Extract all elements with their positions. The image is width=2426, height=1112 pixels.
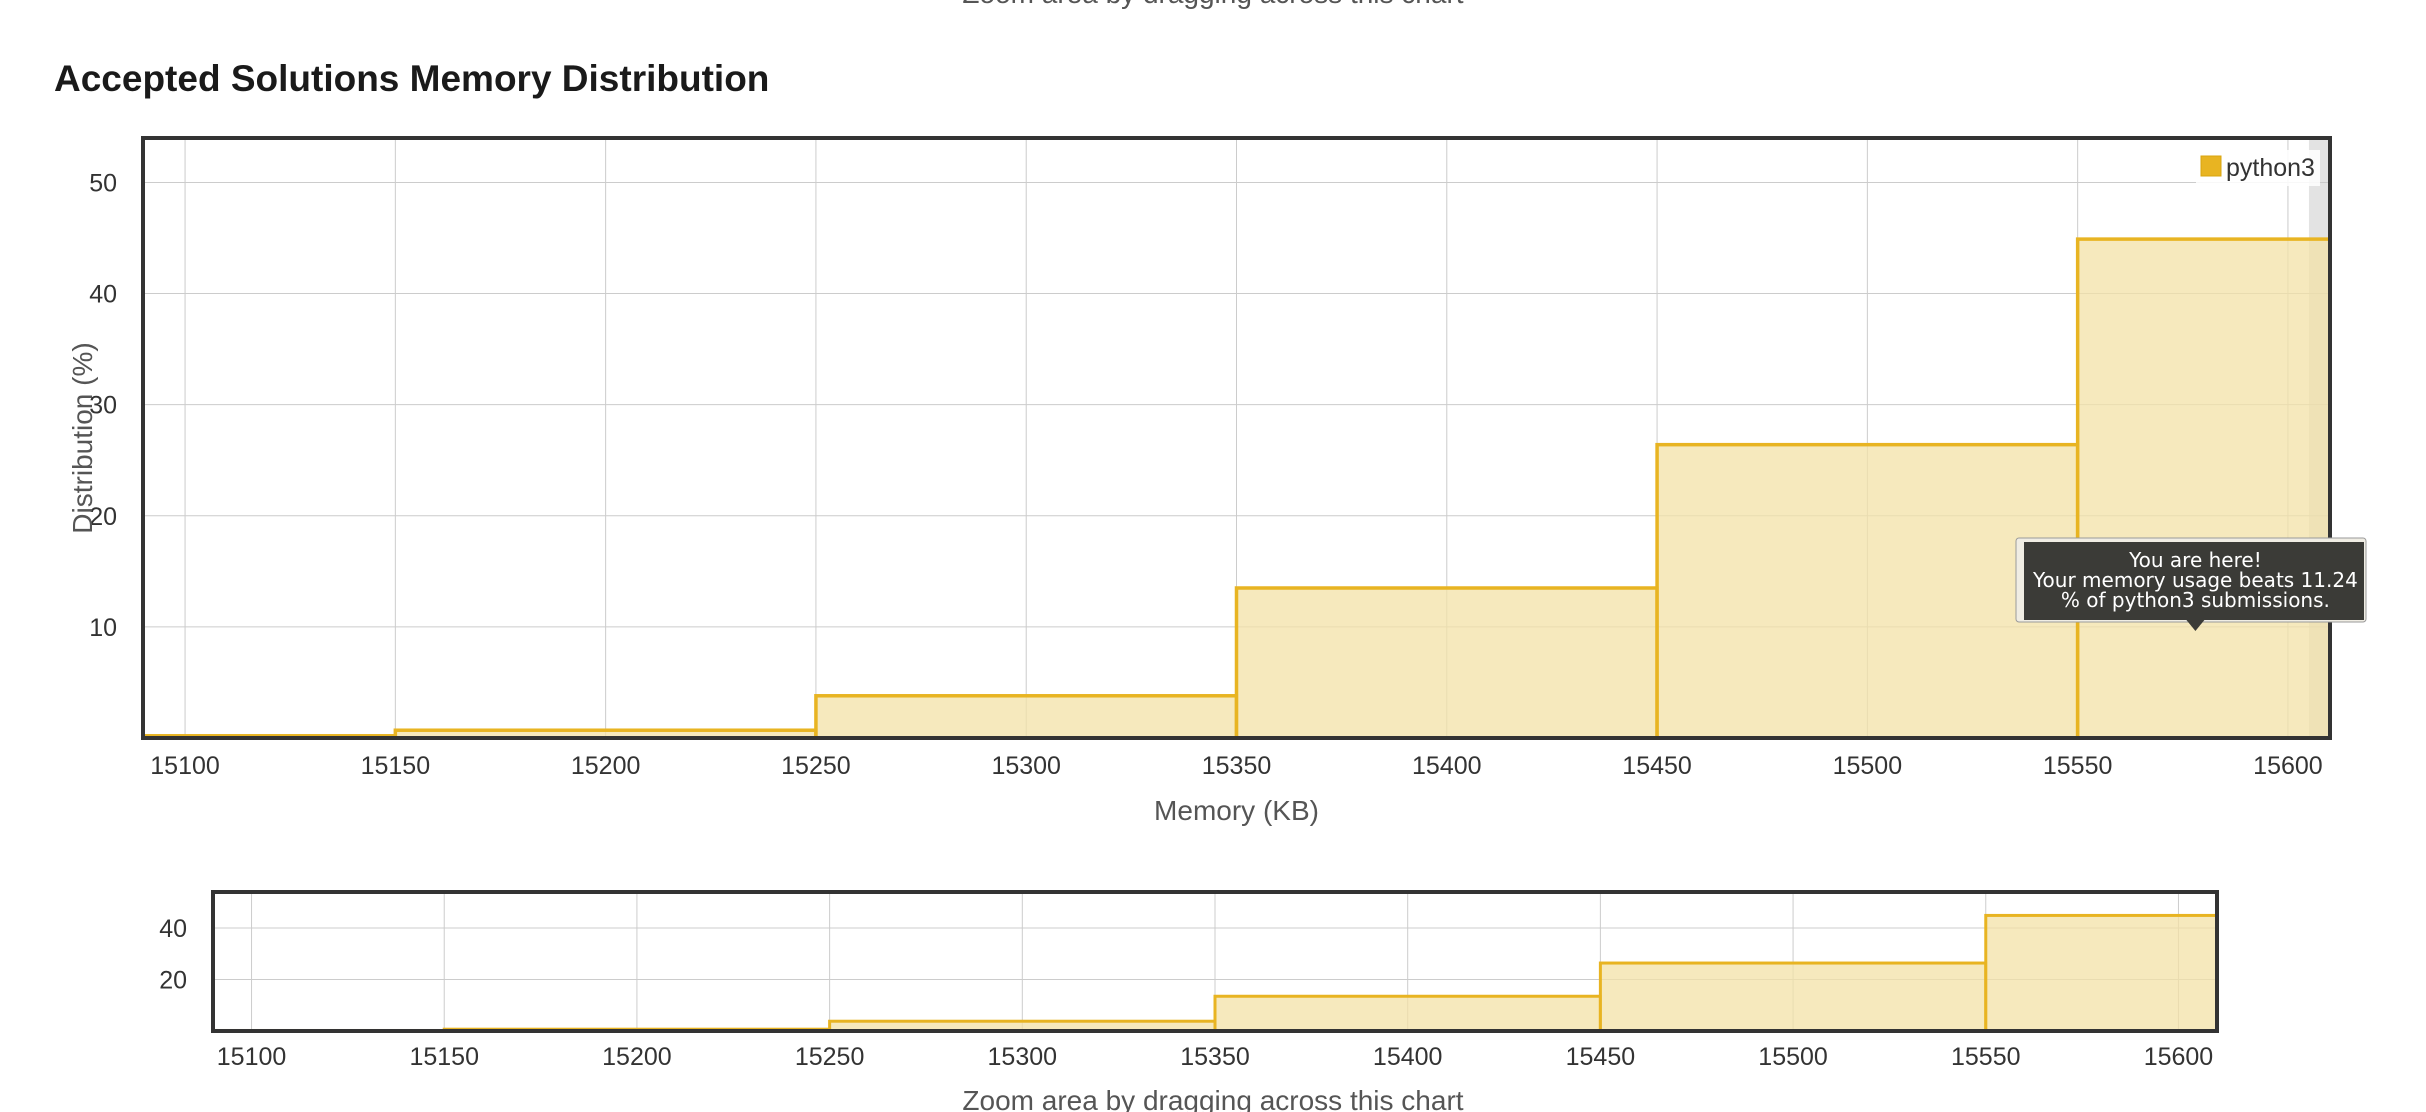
chart-title: Accepted Solutions Memory Distribution	[54, 58, 770, 99]
main-bar	[2075, 237, 2332, 740]
navigator-x-tick-label: 15300	[988, 1043, 1058, 1071]
main-y-tick-label: 30	[89, 392, 117, 420]
main-y-tick-label: 20	[89, 503, 117, 531]
main-bar	[1655, 442, 2080, 740]
main-x-tick-label: 15450	[1622, 752, 1692, 780]
main-x-tick-label: 15300	[991, 752, 1061, 780]
navigator-x-tick-label: 15500	[1758, 1043, 1828, 1071]
navigator-bar	[1598, 961, 1988, 1033]
navigator-x-tick-label: 15550	[1951, 1043, 2021, 1071]
y-axis-title: Distribution (%)	[67, 342, 98, 533]
legend-swatch	[2200, 155, 2222, 177]
navigator-bar	[1213, 994, 1602, 1033]
tooltip-background	[2024, 542, 2364, 620]
navigator-zoom-caption: Zoom area by dragging across this chart	[962, 1085, 1463, 1112]
navigator-x-tick-label: 15400	[1373, 1043, 1443, 1071]
main-y-tick-label: 50	[89, 169, 117, 197]
navigator-x-tick-label: 15450	[1566, 1043, 1636, 1071]
navigator-x-tick-label: 15150	[409, 1043, 479, 1071]
main-bar	[1234, 586, 1659, 740]
main-x-tick-label: 15100	[150, 752, 220, 780]
navigator-bar	[1984, 913, 2219, 1033]
navigator-x-tick-label: 15100	[217, 1043, 287, 1071]
tooltip-pointer	[2186, 620, 2205, 631]
main-bar	[814, 694, 1239, 740]
you-are-here-tooltip: You are here!Your memory usage beats 11.…	[2015, 537, 2367, 631]
main-x-tick-label: 15350	[1202, 752, 1272, 780]
main-x-tick-label: 15400	[1412, 752, 1482, 780]
navigator-x-tick-label: 15350	[1180, 1043, 1250, 1071]
main-x-tick-label: 15150	[361, 752, 431, 780]
main-x-tick-label: 15550	[2043, 752, 2113, 780]
navigator-plot-frame	[211, 890, 2219, 1033]
main-x-tick-label: 15600	[2253, 752, 2323, 780]
legend: python3	[2196, 150, 2320, 186]
top-zoom-caption: Zoom area by dragging across this chart	[0, 0, 2426, 10]
tooltip-line: You are here!	[2128, 548, 2262, 572]
navigator-y-tick-label: 20	[159, 967, 187, 995]
navigator-y-tick-label: 40	[159, 915, 187, 943]
x-axis-title: Memory (KB)	[1154, 795, 1319, 826]
main-y-tick-label: 10	[89, 614, 117, 642]
tooltip-line: Your memory usage beats 11.24	[2032, 568, 2358, 592]
main-x-tick-label: 15500	[1833, 752, 1903, 780]
main-x-tick-label: 15200	[571, 752, 641, 780]
main-y-tick-label: 40	[89, 281, 117, 309]
main-plot-frame	[141, 136, 2332, 740]
navigator-x-tick-label: 15600	[2144, 1043, 2214, 1071]
navigator-x-tick-label: 15200	[602, 1043, 672, 1071]
legend-label-python3: python3	[2226, 154, 2315, 182]
tooltip-line: % of python3 submissions.	[2061, 588, 2330, 612]
navigator-x-tick-label: 15250	[795, 1043, 865, 1071]
main-x-tick-label: 15250	[781, 752, 851, 780]
